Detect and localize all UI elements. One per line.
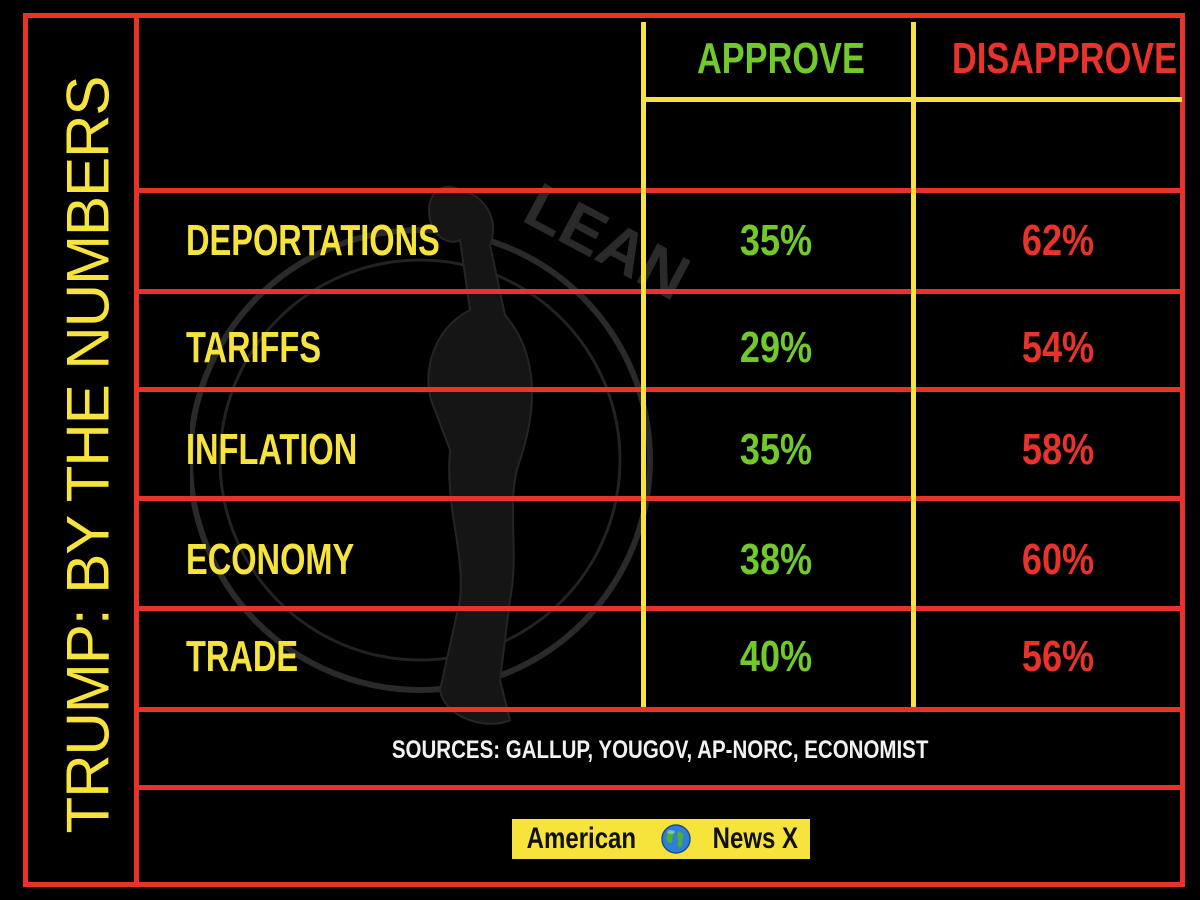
disapprove-value: 58% [1021,425,1095,474]
approve-value: 38% [739,535,813,584]
sources-note: SOURCES: GALLUP, YOUGOV, AP-NORC, ECONOM… [136,736,1184,765]
brand-right-text: News X [712,822,799,855]
brand-left-text: American [526,822,637,855]
row-line [136,188,1182,193]
row-label-deportations: DEPORTATIONS [186,216,440,265]
disapprove-header: DISAPPROVE [952,34,1178,83]
brand-badge: American News X [512,819,810,859]
frame-top [23,13,1185,18]
title-column-divider [134,13,139,887]
approve-column-divider [641,22,646,707]
title-panel: TRUMP: BY THE NUMBERS [40,20,136,890]
page-title: TRUMP: BY THE NUMBERS [54,76,122,834]
approve-value: 29% [739,323,813,372]
disapprove-value: 62% [1021,216,1095,265]
row-label-tariffs: TARIFFS [186,323,322,372]
approve-header: APPROVE [697,34,865,83]
header-underline [641,97,1182,102]
frame-left [23,13,28,887]
frame-right [1180,13,1185,887]
sources-text: SOURCES: GALLUP, YOUGOV, AP-NORC, ECONOM… [391,736,929,764]
row-label-trade: TRADE [186,632,299,681]
globe-icon [661,824,691,854]
approve-value: 35% [739,425,813,474]
row-label-economy: ECONOMY [186,535,355,584]
row-line [136,707,1182,712]
frame-bottom [23,882,1185,887]
row-line [136,387,1182,392]
row-line [136,496,1182,501]
row-label-inflation: INFLATION [186,425,358,474]
row-line [136,289,1182,294]
approve-value: 35% [739,216,813,265]
approve-value: 40% [739,632,813,681]
disapprove-value: 56% [1021,632,1095,681]
disapprove-value: 54% [1021,323,1095,372]
row-line [136,785,1182,790]
row-line [136,606,1182,611]
disapprove-value: 60% [1021,535,1095,584]
disapprove-column-divider [911,22,916,707]
